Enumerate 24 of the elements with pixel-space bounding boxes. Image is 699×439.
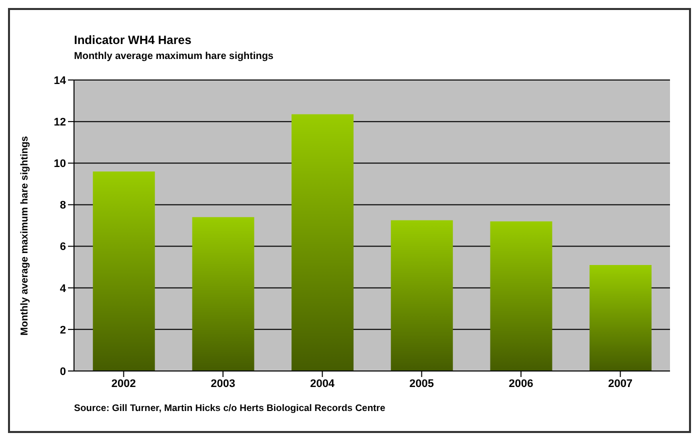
x-tick-label: 2003 xyxy=(210,378,236,390)
bar xyxy=(390,220,453,371)
bar xyxy=(192,217,254,371)
x-tick-label: 2002 xyxy=(111,378,136,390)
y-tick-label: 14 xyxy=(54,74,67,87)
bar xyxy=(92,171,155,371)
bar xyxy=(292,114,354,371)
chart-subtitle: Monthly average maximum hare sightings xyxy=(74,51,274,62)
y-tick-label: 8 xyxy=(60,200,66,212)
y-axis-title: Monthly average maximum hare sightings xyxy=(20,136,31,336)
bar xyxy=(490,221,552,371)
y-tick-label: 10 xyxy=(54,158,66,170)
source-note: Source: Gill Turner, Martin Hicks c/o Herts Biological Records Centre xyxy=(74,403,386,414)
y-tick-label: 12 xyxy=(54,116,66,128)
x-tick-label: 2005 xyxy=(409,378,434,390)
bar xyxy=(590,264,652,371)
x-tick-label: 2006 xyxy=(508,378,534,390)
x-tick-label: 2007 xyxy=(608,378,633,390)
y-tick-label: 2 xyxy=(60,324,66,336)
y-tick-label: 0 xyxy=(60,366,66,378)
y-tick-label: 6 xyxy=(60,241,66,254)
x-tick-label: 2004 xyxy=(310,378,336,390)
y-tick-label: 4 xyxy=(60,282,67,295)
chart-title: Indicator WH4 Hares xyxy=(74,33,192,47)
